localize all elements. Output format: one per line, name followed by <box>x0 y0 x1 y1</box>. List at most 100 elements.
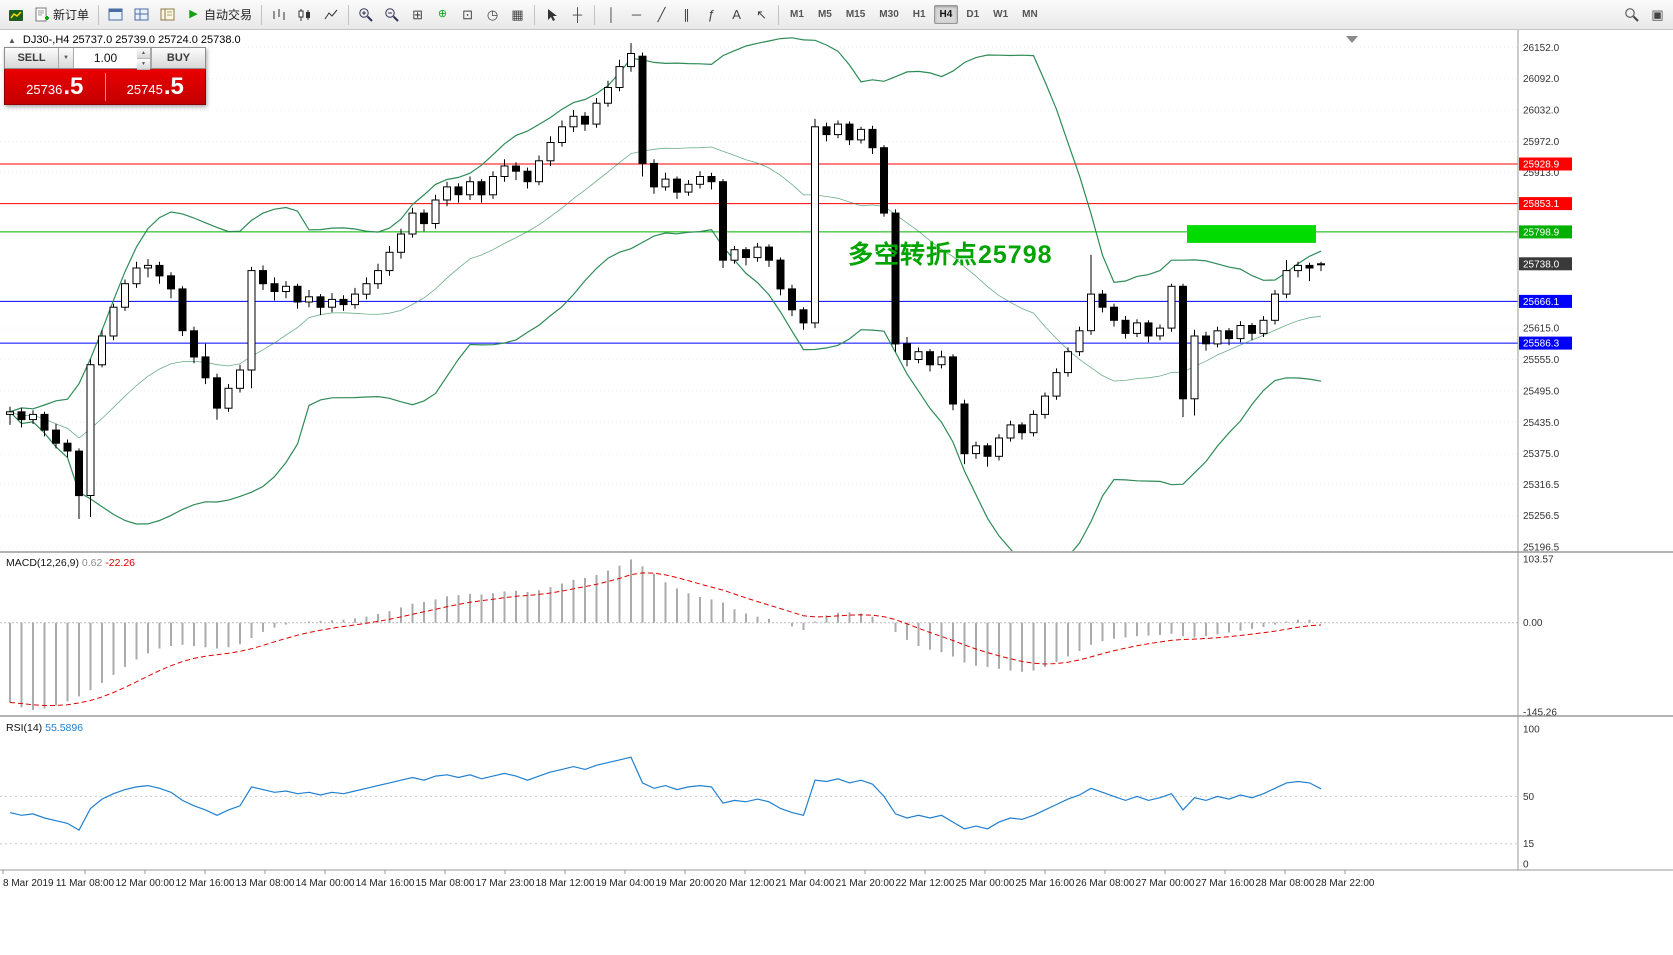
candlestick-chart-icon <box>298 8 311 21</box>
svg-text:21 Mar 04:00: 21 Mar 04:00 <box>776 878 835 889</box>
search-button[interactable] <box>1620 3 1644 27</box>
svg-text:25853.1: 25853.1 <box>1523 199 1560 210</box>
timeframe-h1-button[interactable]: H1 <box>907 5 932 24</box>
buy-button[interactable]: BUY <box>151 48 205 68</box>
new-order-label: 新订单 <box>53 8 90 22</box>
svg-text:25555.0: 25555.0 <box>1523 355 1560 366</box>
new-window-icon: ▣ <box>1651 7 1664 22</box>
svg-text:25495.0: 25495.0 <box>1523 386 1560 397</box>
svg-text:103.57: 103.57 <box>1523 555 1554 566</box>
period-button[interactable]: ◷ <box>481 3 504 27</box>
template-button[interactable]: ▦ <box>506 3 529 27</box>
timeframe-m5-button[interactable]: M5 <box>812 5 838 24</box>
svg-text:25435.0: 25435.0 <box>1523 418 1560 429</box>
symbol-header: ▲ DJ30-,H4 25737.0 25739.0 25724.0 25738… <box>8 34 241 46</box>
arrows-tool-button[interactable]: ↖ <box>750 3 773 27</box>
svg-text:11 Mar 08:00: 11 Mar 08:00 <box>56 878 115 889</box>
new-window-button[interactable]: ▣ <box>1646 3 1669 27</box>
trade-controls-row: SELL ▼ ▲ ▼ BUY <box>4 47 206 70</box>
svg-text:26032.0: 26032.0 <box>1523 106 1560 117</box>
svg-text:12 Mar 00:00: 12 Mar 00:00 <box>116 878 175 889</box>
svg-text:25316.5: 25316.5 <box>1523 480 1560 491</box>
zoom-in-icon <box>359 7 373 22</box>
auto-trading-play-icon: ▶ <box>189 8 198 20</box>
crosshair-button[interactable]: ┼ <box>566 3 589 27</box>
svg-text:21 Mar 20:00: 21 Mar 20:00 <box>836 878 895 889</box>
navigator-button[interactable] <box>156 3 180 27</box>
candlestick-chart-button[interactable] <box>293 3 317 27</box>
text-tool-button[interactable]: A <box>725 3 748 27</box>
fibonacci-icon: ƒ <box>707 7 716 22</box>
period-clock-icon: ◷ <box>486 7 499 22</box>
chart-canvas[interactable]: 26152.0 26092.0 26032.0 25972.0 25913.0 25615… <box>0 30 1673 955</box>
time-axis[interactable]: 8 Mar 2019 11 Mar 08:00 12 Mar 00:00 12 Mar… <box>0 869 1673 889</box>
data-window-button[interactable] <box>130 3 154 27</box>
timeframe-m1-button[interactable]: M1 <box>784 5 810 24</box>
timeframe-w1-button[interactable]: W1 <box>987 5 1014 24</box>
price-axis[interactable]: 26152.0 26092.0 26032.0 25972.0 25913.0 25615… <box>1517 30 1572 870</box>
toolbar-separator <box>261 4 263 25</box>
buy-price-pip: .5 <box>163 72 184 100</box>
sell-button[interactable]: SELL <box>5 48 59 68</box>
timeframe-m15-button[interactable]: M15 <box>840 5 871 24</box>
zoom-out-button[interactable] <box>380 3 404 27</box>
volume-stepper[interactable]: ▲ ▼ <box>137 48 151 70</box>
zoom-in-button[interactable] <box>354 3 378 27</box>
chart-shift-marker[interactable] <box>1346 36 1358 43</box>
macd-panel <box>0 559 1518 710</box>
volume-up-icon[interactable]: ▲ <box>137 48 150 59</box>
rsi-panel <box>0 756 1518 845</box>
pivot-zone-rect[interactable] <box>1187 225 1316 243</box>
new-order-button[interactable]: 新订单 <box>30 3 93 27</box>
vertical-line-button[interactable]: │ <box>600 3 623 27</box>
svg-text:50: 50 <box>1523 792 1535 803</box>
macd-title: MACD(12,26,9) <box>6 557 79 569</box>
auto-trading-label: 自动交易 <box>204 8 253 22</box>
volume-down-icon[interactable]: ▼ <box>137 59 150 70</box>
line-chart-icon <box>324 9 338 19</box>
sell-price-main: 25736 <box>26 81 63 97</box>
grid-button[interactable]: ⊞ <box>406 3 429 27</box>
auto-trading-button[interactable]: ▶ 自动交易 <box>182 3 256 27</box>
timeframe-mn-button[interactable]: MN <box>1016 5 1044 24</box>
horizontal-line-button[interactable]: ─ <box>625 3 648 27</box>
market-watch-button[interactable] <box>104 3 128 27</box>
svg-text:25615.0: 25615.0 <box>1523 324 1560 335</box>
bar-chart-button[interactable] <box>267 3 291 27</box>
indicators-button[interactable]: ⊕ <box>431 3 454 27</box>
volume-input[interactable] <box>74 48 137 68</box>
chart-annotation[interactable]: 多空转折点25798 <box>848 241 1053 269</box>
svg-text:25375.0: 25375.0 <box>1523 449 1560 460</box>
rsi-line <box>9 756 1322 832</box>
svg-text:14 Mar 16:00: 14 Mar 16:00 <box>356 878 415 889</box>
line-chart-button[interactable] <box>319 3 343 27</box>
channel-button[interactable]: ∥ <box>675 3 698 27</box>
toolbar-separator <box>348 4 350 25</box>
channel-icon: ∥ <box>683 7 690 22</box>
svg-text:15: 15 <box>1523 839 1535 850</box>
svg-text:25586.3: 25586.3 <box>1523 339 1560 350</box>
timeframe-m30-button[interactable]: M30 <box>873 5 904 24</box>
order-type-dropdown[interactable]: ▼ <box>59 48 74 68</box>
timeframe-d1-button[interactable]: D1 <box>960 5 985 24</box>
timeframe-h4-button[interactable]: H4 <box>933 5 959 24</box>
rsi-value: 55.5896 <box>45 722 84 734</box>
svg-text:14 Mar 00:00: 14 Mar 00:00 <box>296 878 355 889</box>
panel-separator[interactable] <box>0 715 1673 718</box>
svg-text:27 Mar 16:00: 27 Mar 16:00 <box>1196 878 1255 889</box>
trendline-button[interactable]: ╱ <box>650 3 673 27</box>
svg-text:25 Mar 00:00: 25 Mar 00:00 <box>956 878 1015 889</box>
app-menu-button[interactable] <box>4 3 28 27</box>
sell-price[interactable]: 25736.5 <box>5 74 105 99</box>
chart-window[interactable]: 26152.0 26092.0 26032.0 25972.0 25913.0 25615… <box>0 30 1673 955</box>
one-click-toggle-arrow[interactable]: ▲ <box>8 35 16 45</box>
cursor-button[interactable] <box>540 3 564 27</box>
buy-price[interactable]: 25745.5 <box>106 72 206 100</box>
tile-windows-button[interactable]: ⊡ <box>456 3 479 27</box>
one-click-trading-panel: SELL ▼ ▲ ▼ BUY 25736.5 25745.5 <box>4 47 206 105</box>
svg-text:0: 0 <box>1523 859 1529 870</box>
panel-separator[interactable] <box>0 551 1673 554</box>
svg-text:26 Mar 08:00: 26 Mar 08:00 <box>1076 878 1135 889</box>
toolbar-separator <box>778 4 780 25</box>
fibonacci-button[interactable]: ƒ <box>700 3 723 27</box>
